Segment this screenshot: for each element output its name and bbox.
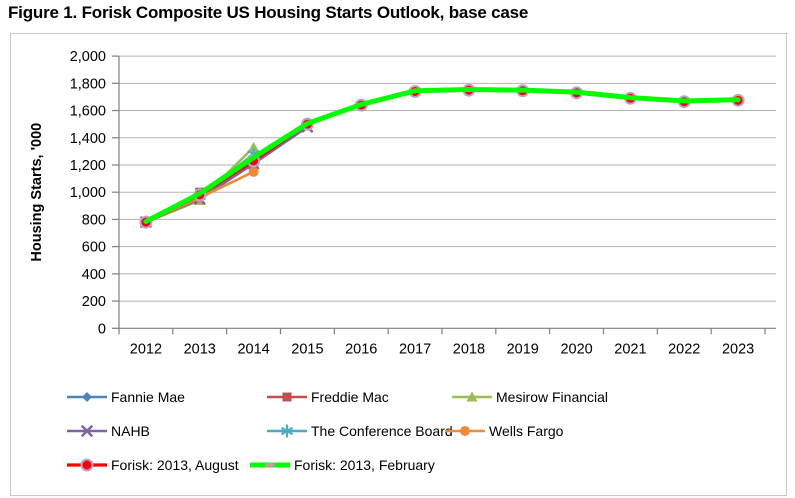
y-tick-label: 2,000 (70, 49, 106, 65)
chart-frame: 0 200 400 600 800 1,000 1,200 1,400 1,600 1,800 2,… (10, 33, 787, 496)
the-conference-board-swatch-icon (267, 424, 307, 438)
legend-item-fannie-mae: Fannie Mae (66, 387, 185, 407)
x-tick-label: 2017 (399, 341, 431, 357)
legend-label: Freddie Mac (311, 389, 389, 405)
y-tick-label: 400 (82, 267, 106, 283)
series-forisk-2013-february (143, 86, 741, 224)
gridlines (119, 55, 776, 302)
freddie-mac-swatch-icon (267, 392, 307, 402)
y-tick-label: 0 (98, 321, 106, 337)
y-tick-label: 1,800 (70, 76, 106, 92)
forisk-2013-february-swatch-icon (250, 462, 290, 468)
legend-label: Mesirow Financial (496, 389, 609, 405)
y-tick-label: 600 (82, 240, 106, 256)
legend-item-forisk-2013-february: Forisk: 2013, February (249, 455, 435, 475)
y-tick-label: 200 (82, 294, 106, 310)
legend-item-the-conference-board: The Conference Board (266, 421, 453, 441)
legend-label: Forisk: 2013, August (111, 457, 239, 473)
y-axis-title: Housing Starts, '000 (29, 123, 45, 262)
series-line-forisk-2013-august (144, 88, 740, 224)
x-tick-label: 2018 (453, 341, 485, 357)
x-tick-label: 2022 (668, 341, 700, 357)
y-tick-label: 1,400 (70, 131, 106, 147)
series-markers-forisk-2013-august (139, 83, 745, 229)
series-line-forisk-2013-february (143, 86, 741, 224)
legend-label: Wells Fargo (489, 423, 564, 439)
series-forisk-2013-august (139, 83, 745, 229)
nahb-swatch-icon (67, 425, 107, 437)
fannie-mae-swatch-icon (67, 392, 107, 402)
legend-item-forisk-2013-august: Forisk: 2013, August (66, 455, 239, 475)
x-tick-label: 2015 (291, 341, 323, 357)
axes (112, 55, 776, 335)
legend-item-nahb: NAHB (66, 421, 150, 441)
legend-label: Forisk: 2013, February (294, 457, 435, 473)
legend-label: Fannie Mae (111, 389, 185, 405)
chart-canvas: 0 200 400 600 800 1,000 1,200 1,400 1,600 1,800 2,… (29, 49, 776, 357)
wells-fargo-swatch-icon (445, 426, 485, 436)
x-tick-label: 2016 (345, 341, 377, 357)
y-tick-label: 800 (82, 212, 106, 228)
x-tick-label: 2021 (614, 341, 646, 357)
x-tick-label: 2014 (237, 341, 269, 357)
y-tick-label: 1,200 (70, 158, 106, 174)
forisk-2013-august-swatch-icon (67, 458, 107, 472)
legend-label: NAHB (111, 423, 150, 439)
legend-item-wells-fargo: Wells Fargo (444, 421, 563, 441)
x-tick-label: 2013 (184, 341, 216, 357)
legend-label: The Conference Board (311, 423, 453, 439)
x-tick-label: 2023 (722, 341, 754, 357)
x-tick-label: 2012 (130, 341, 162, 357)
x-tick-label: 2019 (507, 341, 539, 357)
legend-item-freddie-mac: Freddie Mac (266, 387, 389, 407)
mesirow-financial-swatch-icon (452, 391, 492, 402)
figure-title: Figure 1. Forisk Composite US Housing St… (8, 3, 529, 22)
y-tick-label: 1,600 (70, 104, 106, 120)
axis-labels: 0 200 400 600 800 1,000 1,200 1,400 1,600 1,800 2,… (70, 49, 755, 357)
legend-item-mesirow-financial: Mesirow Financial (451, 387, 608, 407)
x-tick-label: 2020 (560, 341, 592, 357)
y-tick-label: 1,000 (70, 185, 106, 201)
